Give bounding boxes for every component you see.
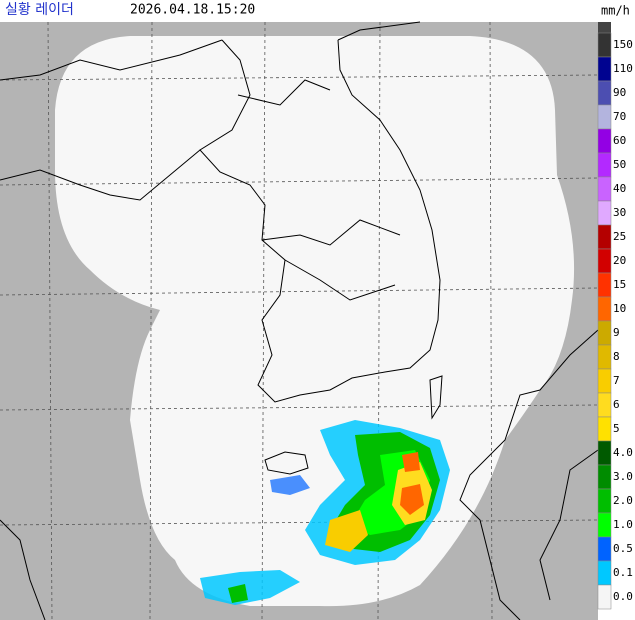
legend-swatch (597, 200, 612, 226)
legend-swatch (597, 152, 612, 178)
legend-label: 150 (613, 38, 633, 51)
legend-label: 0.5 (613, 542, 633, 555)
coastline (0, 21, 599, 620)
timestamp: 2026.04.18.15:20 (130, 3, 255, 18)
legend-label: 4.0 (613, 446, 633, 459)
legend-label: 1.0 (613, 518, 633, 531)
legend-swatch (597, 368, 612, 394)
legend-label: 5 (613, 422, 620, 435)
legend-swatch (597, 488, 612, 514)
legend-swatch (597, 104, 612, 130)
legend-label: 40 (613, 182, 626, 195)
legend-label: 20 (613, 254, 626, 267)
legend-swatch (597, 440, 612, 466)
legend: 150 110 90 70 60 50 40 30 25 20 15 10 9 8 7 6 5 4.0 3.0 2.0… (597, 32, 633, 610)
legend-swatch (597, 512, 612, 538)
legend-swatch (597, 32, 612, 58)
map (0, 21, 599, 620)
legend-label: 60 (613, 134, 626, 147)
legend-label: 110 (613, 62, 633, 75)
legend-swatch (597, 296, 612, 322)
legend-swatch (597, 392, 612, 418)
legend-label: 50 (613, 158, 626, 171)
legend-label: 25 (613, 230, 626, 243)
legend-label: 7 (613, 374, 620, 387)
legend-cap (598, 22, 611, 33)
legend-label: 30 (613, 206, 626, 219)
legend-label: 6 (613, 398, 620, 411)
legend-label: 10 (613, 302, 626, 315)
legend-swatch (597, 344, 612, 370)
legend-label: 3.0 (613, 470, 633, 483)
legend-swatch (597, 560, 612, 586)
precipitation (200, 420, 450, 605)
unit: mm/h (601, 4, 630, 18)
legend-swatch (597, 248, 612, 274)
legend-swatch (597, 224, 612, 250)
legend-swatch (597, 176, 612, 202)
legend-label: 2.0 (613, 494, 633, 507)
legend-label: 70 (613, 110, 626, 123)
legend-swatch (597, 536, 612, 562)
legend-swatch (597, 584, 612, 610)
legend-label: 0.1 (613, 566, 633, 579)
legend-label: 90 (613, 86, 626, 99)
legend-swatch (597, 80, 612, 106)
legend-label: 9 (613, 326, 620, 339)
legend-swatch (597, 320, 612, 346)
legend-label: 15 (613, 278, 626, 291)
legend-swatch (597, 272, 612, 298)
legend-swatch (597, 56, 612, 82)
legend-label: 0.0 (613, 590, 633, 603)
title: 실황 레이더 (5, 2, 74, 18)
legend-swatch (597, 416, 612, 442)
legend-swatch (597, 128, 612, 154)
legend-swatch (597, 464, 612, 490)
legend-label: 8 (613, 350, 620, 363)
